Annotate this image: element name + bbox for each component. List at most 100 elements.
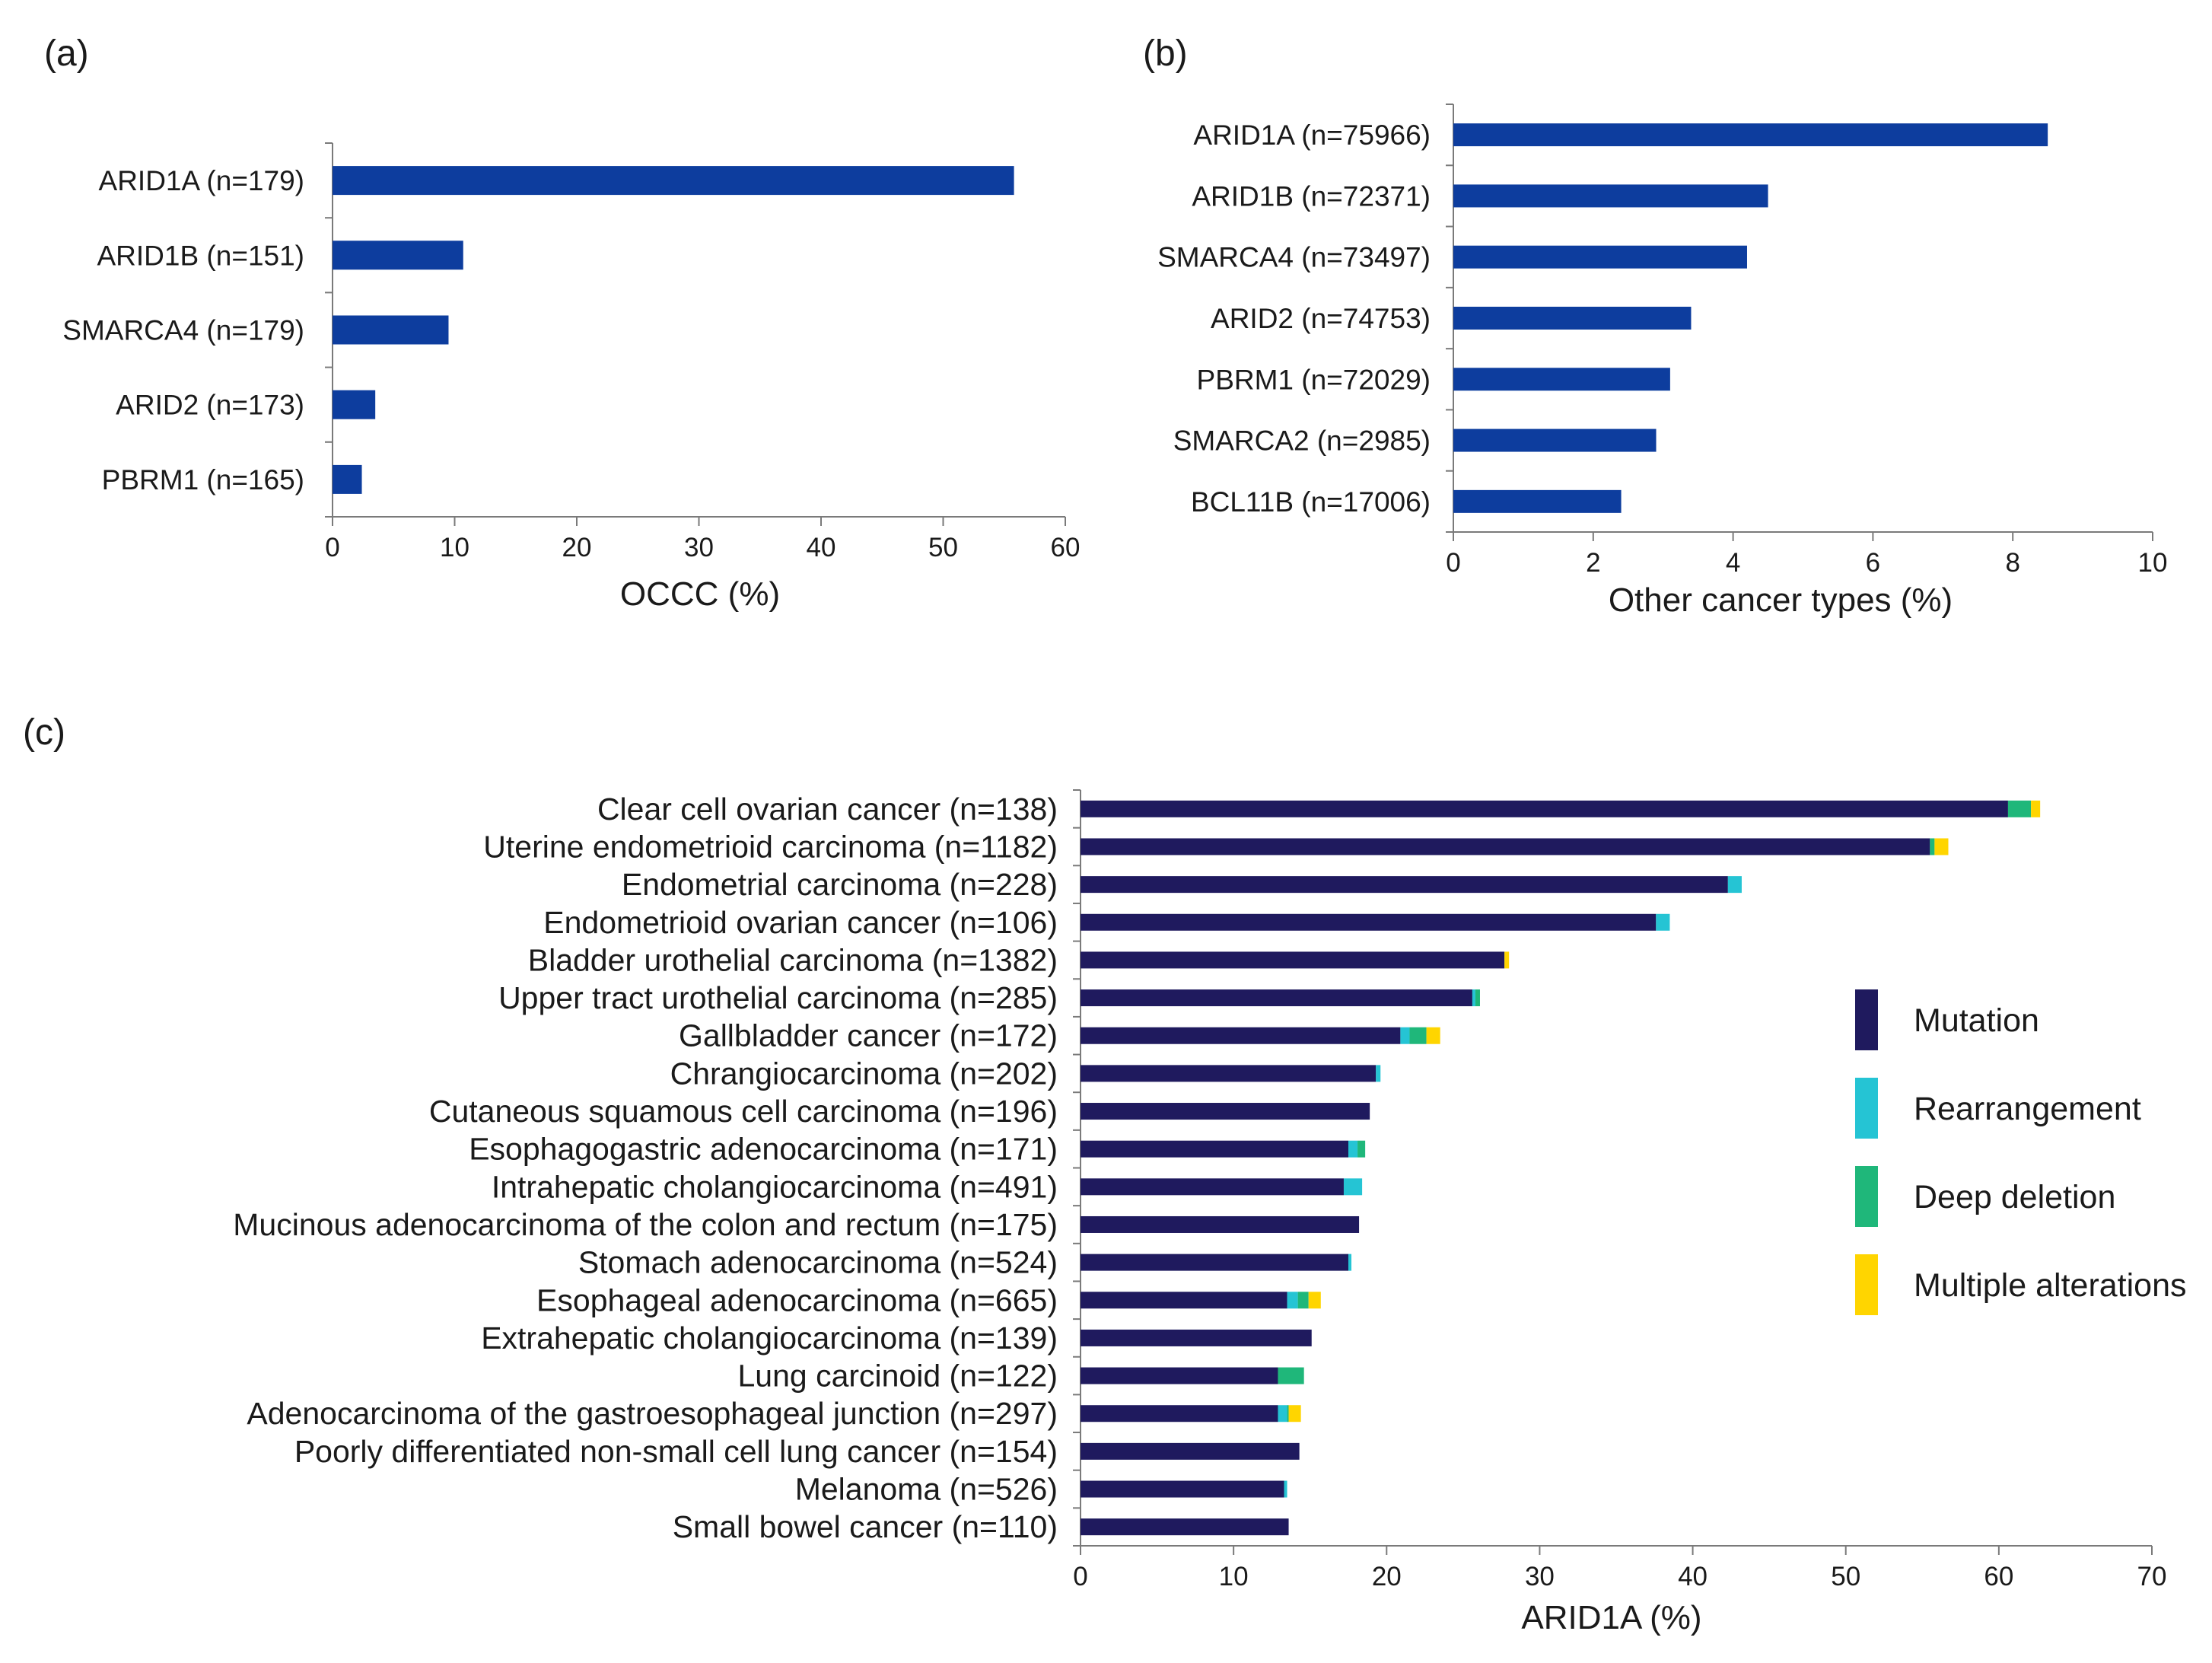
panel-c-bar-mutation (1081, 1367, 1278, 1384)
panel-c-bar-mutation (1081, 1442, 1300, 1460)
legend-swatch-deep-deletion (1855, 1166, 1878, 1227)
panel-b-x-tick-label: 8 (2005, 548, 2019, 578)
panel-c-bar-rearrangement (1400, 1027, 1410, 1044)
panel-c-x-tick-label: 60 (1984, 1562, 2013, 1591)
panel-c-bar-mutation (1081, 1215, 1360, 1233)
panel-a-x-tick-label: 0 (325, 533, 339, 562)
panel-a-x-tick-label: 40 (807, 533, 836, 562)
panel-b-category-label: ARID2 (n=74753) (1211, 303, 1431, 334)
panel-c-bar-multiple-alterations (1504, 951, 1510, 969)
panel-a-chart: (a) OCCC (%) 0 10 20 30 40 50 60 ARID1A (n=179)… (44, 33, 1080, 613)
panel-b-bar (1453, 184, 1768, 208)
panel-a-x-tick-label: 30 (684, 533, 714, 562)
panel-b-x-tick-label: 2 (1586, 548, 1600, 578)
panel-c-category-label: Extrahepatic cholangiocarcinoma (n=139) (481, 1321, 1058, 1356)
panel-c-category-label: Bladder urothelial carcinoma (n=1382) (528, 942, 1058, 977)
panel-b-category-label: SMARCA2 (n=2985) (1173, 425, 1431, 457)
panel-a-bar (333, 315, 449, 345)
legend-label: Mutation (1914, 1002, 2039, 1039)
panel-c-category-label: Lung carcinoid (n=122) (737, 1359, 1058, 1394)
legend-label: Deep deletion (1914, 1179, 2115, 1215)
panel-c-category-label: Endometrial carcinoma (n=228) (622, 867, 1058, 902)
panel-c-bar-mutation (1081, 800, 2008, 817)
panel-b-bar (1453, 307, 1692, 330)
panel-b-label: (b) (1143, 33, 1188, 74)
panel-b-category-label: BCL11B (n=17006) (1191, 486, 1431, 518)
panel-c-bar-mutation (1081, 1518, 1289, 1536)
panel-c-bar-mutation (1081, 951, 1505, 969)
panel-c-category-label: Melanoma (n=526) (795, 1472, 1058, 1507)
panel-a-category-label: SMARCA4 (n=179) (62, 315, 304, 346)
panel-c-bar-deep-deletion (1409, 1027, 1427, 1044)
panel-c-category-label: Gallbladder cancer (n=172) (679, 1018, 1058, 1053)
panel-b-bar (1453, 368, 1670, 391)
panel-c-bar-rearrangement (1278, 1405, 1287, 1422)
panel-c-bar-deep-deletion (1278, 1367, 1304, 1384)
panel-c-bar-multiple-alterations (1934, 838, 1949, 855)
panel-b-x-tick-label: 0 (1446, 548, 1460, 578)
panel-c-category-label: Mucinous adenocarcinoma of the colon and… (233, 1207, 1058, 1242)
panel-b-bar (1453, 245, 1747, 269)
panel-c-bar-mutation (1081, 876, 1728, 894)
panel-c-bar-mutation (1081, 1405, 1278, 1422)
panel-c-bar-deep-deletion (1357, 1140, 1366, 1158)
panel-b-category-label: ARID1B (n=72371) (1192, 180, 1431, 212)
panel-c-category-label: Stomach adenocarcinoma (n=524) (578, 1245, 1058, 1280)
panel-c-bar-multiple-alterations (1426, 1027, 1440, 1044)
legend-label: Rearrangement (1914, 1091, 2141, 1127)
panel-c-bar-deep-deletion (1930, 838, 1935, 855)
panel-c-bar-mutation (1081, 1178, 1344, 1196)
panel-c-x-tick-label: 10 (1219, 1562, 1249, 1591)
panel-c-x-tick-label: 50 (1831, 1562, 1860, 1591)
panel-c-bar-rearrangement (1656, 913, 1670, 931)
panel-c-x-tick-label: 0 (1073, 1562, 1087, 1591)
panel-c-chart: (c) ARID1A (%) 0 10 20 30 40 50 60 70 Clear cell… (23, 712, 2166, 1636)
panel-a-x-tick-label: 60 (1051, 533, 1081, 562)
panel-b-bar (1453, 428, 1657, 452)
panel-c-bar-deep-deletion (2007, 800, 2032, 817)
legend-label: Multiple alterations (1914, 1267, 2187, 1304)
panel-a-bar (333, 390, 376, 419)
panel-c-bar-rearrangement (1472, 989, 1475, 1007)
panel-c-category-label: Upper tract urothelial carcinoma (n=285) (498, 980, 1058, 1015)
panel-c-x-tick-label: 70 (2137, 1562, 2167, 1591)
panel-c-x-tick-label: 40 (1678, 1562, 1708, 1591)
panel-c-bar-mutation (1081, 1140, 1348, 1158)
panel-c-bar-deep-deletion (1475, 989, 1480, 1007)
panel-c-category-label: Esophageal adenocarcinoma (n=665) (536, 1282, 1058, 1317)
panel-c-category-label: Chrangiocarcinoma (n=202) (670, 1056, 1058, 1091)
panel-c-bar-mutation (1081, 1480, 1284, 1498)
panel-c-bar-deep-deletion (1287, 1405, 1289, 1422)
panel-c-category-label: Cutaneous squamous cell carcinoma (n=196… (429, 1094, 1058, 1129)
panel-c-bar-mutation (1081, 1103, 1370, 1120)
panel-a-bar (333, 241, 463, 270)
panel-c-bar-rearrangement (1376, 1065, 1381, 1082)
panel-c-bar-rearrangement (1287, 1292, 1298, 1309)
panel-c-bar-deep-deletion (1297, 1292, 1309, 1309)
panel-c-bar-rearrangement (1348, 1254, 1352, 1271)
panel-c-bar-rearrangement (1284, 1480, 1287, 1498)
panel-a-bar (333, 166, 1014, 196)
panel-a-x-axis-title: OCCC (%) (620, 575, 780, 613)
panel-b-x-tick-label: 6 (1866, 548, 1880, 578)
panel-c-legend: Mutation Rearrangement Deep deletion Multip… (1855, 989, 2187, 1315)
panel-a-category-label: PBRM1 (n=165) (102, 464, 304, 495)
legend-swatch-rearrangement (1855, 1078, 1878, 1139)
panel-c-category-label: Uterine endometrioid carcinoma (n=1182) (483, 829, 1058, 864)
panel-c-bar-mutation (1081, 838, 1930, 855)
panel-b-x-axis-title: Other cancer types (%) (1609, 581, 1953, 619)
panel-c-category-label: Esophagogastric adenocarcinoma (n=171) (469, 1132, 1058, 1167)
panel-b-x-tick-label: 4 (1726, 548, 1740, 578)
panel-c-bar-mutation (1081, 1027, 1401, 1044)
panel-c-bar-multiple-alterations (1288, 1405, 1301, 1422)
panel-c-category-label: Adenocarcinoma of the gastroesophageal j… (247, 1396, 1058, 1431)
panel-c-category-label: Endometrioid ovarian cancer (n=106) (543, 905, 1058, 940)
panel-c-category-label: Intrahepatic cholangiocarcinoma (n=491) (492, 1169, 1058, 1204)
panel-c-bar-rearrangement (1343, 1178, 1363, 1196)
panel-b-chart: (b) Other cancer types (%) 0 2 4 6 8 10 ARID1A… (1143, 33, 2167, 619)
panel-b-x-tick-label: 10 (2138, 548, 2168, 578)
panel-c-bar-multiple-alterations (2031, 800, 2041, 817)
panel-a-label: (a) (44, 33, 89, 74)
panel-c-category-label: Clear cell ovarian cancer (n=138) (597, 792, 1058, 827)
